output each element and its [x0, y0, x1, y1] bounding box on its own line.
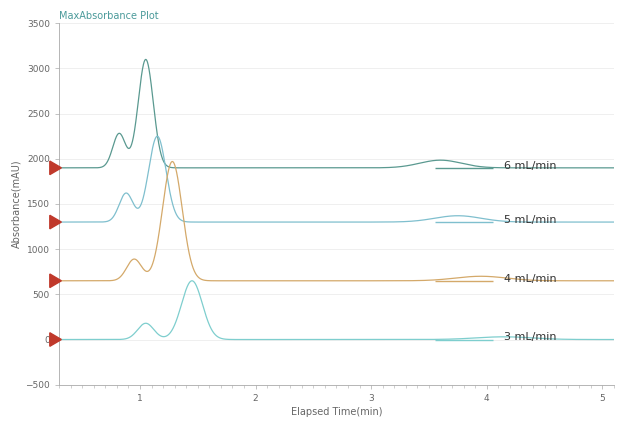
Text: 3 mL/min: 3 mL/min: [504, 332, 557, 342]
Polygon shape: [50, 274, 61, 288]
Y-axis label: Absorbance(mAU): Absorbance(mAU): [11, 160, 21, 248]
Polygon shape: [50, 215, 61, 229]
Text: 5 mL/min: 5 mL/min: [504, 215, 557, 225]
Text: 6 mL/min: 6 mL/min: [504, 160, 557, 171]
Text: 4 mL/min: 4 mL/min: [504, 273, 557, 283]
X-axis label: Elapsed Time(min): Elapsed Time(min): [291, 407, 382, 417]
Text: MaxAbsorbance Plot: MaxAbsorbance Plot: [59, 11, 159, 21]
Polygon shape: [50, 161, 61, 175]
Polygon shape: [50, 333, 61, 346]
